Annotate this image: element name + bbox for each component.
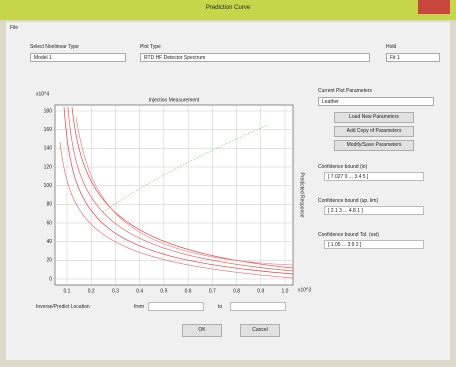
- bound-field: [ 1.05 ... 3.9 2 ]: [324, 240, 424, 249]
- plot-area: [54, 104, 294, 286]
- bound-field: [ 2.1 3 ... 4.8 1 ]: [324, 206, 424, 215]
- y-axis-label: Predicted Response: [299, 172, 305, 217]
- y-tick-label: 100: [44, 183, 53, 189]
- curves: [59, 106, 294, 279]
- plot-type-dropdown[interactable]: RTD HF Detector Spectrum: [140, 53, 370, 62]
- ok-button[interactable]: OK: [182, 324, 222, 337]
- from-label: from: [134, 304, 144, 310]
- to-label: to: [218, 304, 223, 310]
- params-label: Current Plot Parameters: [318, 88, 372, 94]
- y-tick-label: 80: [46, 202, 52, 208]
- bound-label: Confidence bound Tol. (est): [318, 232, 380, 238]
- bound-label: Confidence bound (lo): [318, 164, 368, 170]
- location-label: Inverse/Predict Location: [36, 304, 90, 310]
- bound-label: Confidence bound (up. lim): [318, 198, 379, 204]
- cancel-button[interactable]: Cancel: [240, 324, 280, 337]
- x-tick-label: 1.0: [282, 288, 289, 294]
- close-button[interactable]: [418, 0, 450, 14]
- red-curve: [67, 106, 294, 272]
- window-title: Prediction Curve: [205, 5, 251, 11]
- red-curve: [71, 106, 294, 269]
- red-curve: [59, 141, 294, 279]
- y-tick-label: 0: [49, 276, 52, 282]
- x-tick-label: 0.1: [64, 288, 71, 294]
- x-exponent: x10^3: [298, 287, 311, 293]
- plot: Injection Measurement x10^4 x10^3 Predic…: [36, 91, 311, 294]
- load-button[interactable]: Load New Parameters: [334, 112, 414, 123]
- red-curve: [75, 116, 294, 266]
- params-dropdown[interactable]: Leather: [318, 97, 434, 106]
- x-tick-label: 0.9: [257, 288, 264, 294]
- title-bar: [0, 0, 456, 20]
- y-tick-label: 60: [46, 220, 52, 226]
- x-tick-label: 0.6: [185, 288, 192, 294]
- to-field[interactable]: [230, 302, 286, 311]
- y-tick-label: 120: [44, 164, 53, 170]
- y-tick-label: 160: [44, 127, 53, 133]
- y-exponent: x10^4: [36, 91, 49, 97]
- type-label: Select Nonlinear Type: [30, 44, 79, 50]
- x-tick-label: 0.4: [136, 288, 143, 294]
- y-tick-label: 140: [44, 146, 53, 152]
- hold-label: Hold: [386, 44, 397, 50]
- hold-dropdown[interactable]: Fit 1: [386, 53, 440, 62]
- modify-button[interactable]: Modify/Save Parameters: [334, 140, 414, 151]
- y-tick-label: 40: [46, 239, 52, 245]
- red-curve: [63, 106, 294, 275]
- y-tick-label: 20: [46, 258, 52, 264]
- x-tick-label: 0.8: [233, 288, 240, 294]
- add-button[interactable]: Add Copy of Parameters: [334, 126, 414, 137]
- x-tick-label: 0.7: [209, 288, 216, 294]
- x-tick-label: 0.5: [160, 288, 167, 294]
- menu-file[interactable]: File: [10, 25, 19, 31]
- x-tick-label: 0.2: [88, 288, 95, 294]
- x-tick-label: 0.3: [112, 288, 119, 294]
- plot-type-label: Plot Type: [140, 44, 161, 50]
- bound-field: [ 7.027 9 ... 3.4 5 ]: [324, 172, 424, 181]
- client-area: File Select Nonlinear Type Model 1 Plot …: [6, 22, 450, 360]
- y-tick-label: 180: [44, 108, 53, 114]
- type-dropdown[interactable]: Model 1: [30, 53, 126, 62]
- plot-title: Injection Measurement: [149, 97, 200, 103]
- green-curve: [102, 124, 269, 213]
- from-field[interactable]: [148, 302, 204, 311]
- grid: [55, 105, 293, 285]
